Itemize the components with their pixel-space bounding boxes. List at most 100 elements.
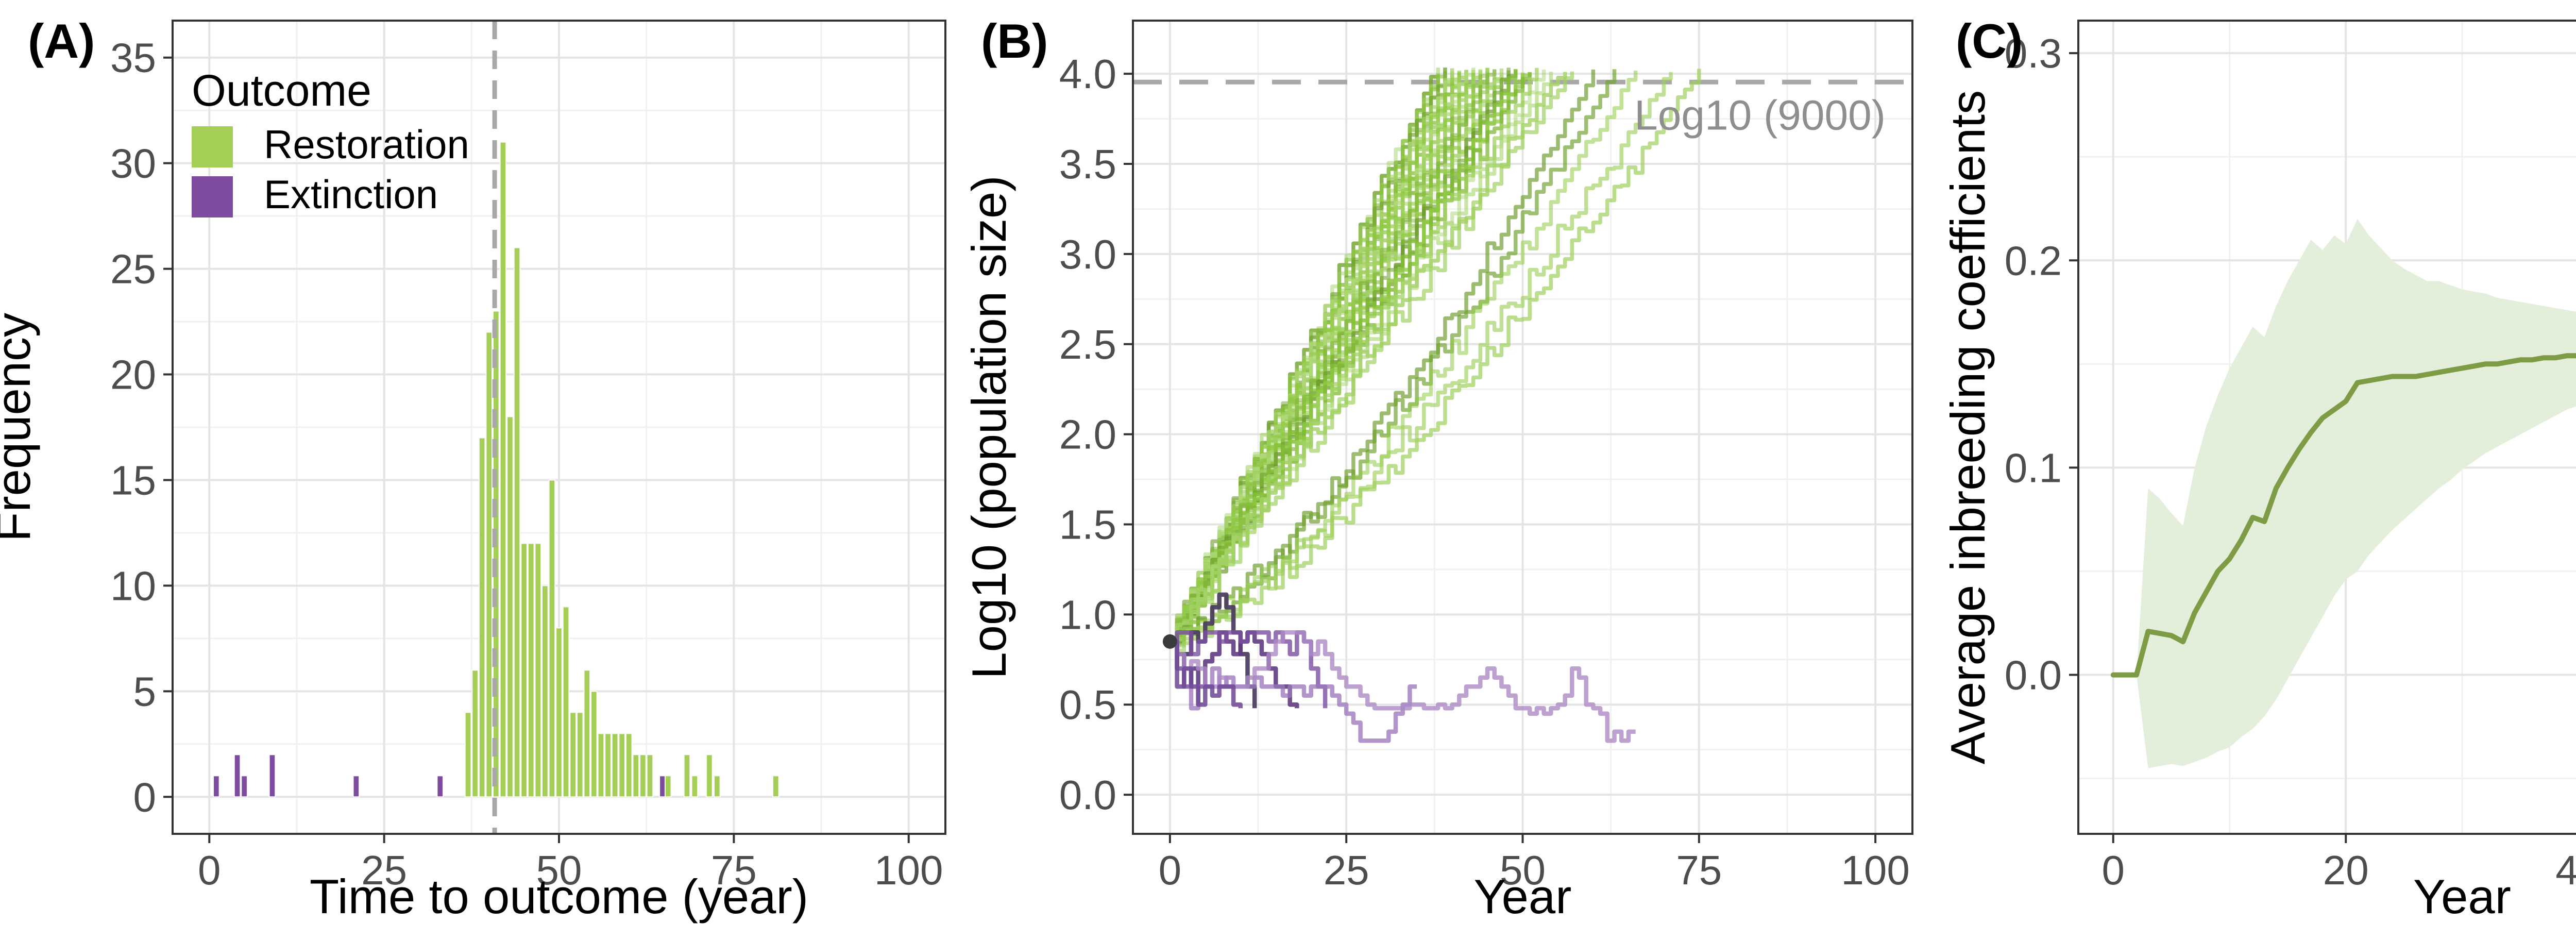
y-tick-label: 30 <box>110 141 156 187</box>
legend-swatch-restoration <box>192 126 233 167</box>
extinction-trajectory <box>1170 639 1243 709</box>
extinction-bar <box>268 754 276 798</box>
extinction-bar <box>352 775 360 798</box>
mean-inbreeding-line <box>2110 353 2576 678</box>
panel-border <box>2077 20 2576 835</box>
y-tick-label: 20 <box>110 352 156 398</box>
restoration-bar <box>597 733 605 798</box>
restoration-bar <box>706 754 713 798</box>
restoration-bar <box>576 712 584 798</box>
restoration-bar <box>691 775 699 798</box>
restoration-bar <box>569 712 577 798</box>
restoration-bar <box>683 754 691 798</box>
restoration-trajectory <box>1170 71 1574 644</box>
y-tick-label: 1.0 <box>1059 592 1116 637</box>
restoration-bar <box>562 606 570 798</box>
legend-swatch-extinction <box>192 176 233 217</box>
y-tick-label: 5 <box>133 668 157 714</box>
threshold-annotation: Log10 (9000) <box>1634 92 1886 139</box>
extinction-bar <box>233 754 241 798</box>
y-tick-label: 15 <box>110 457 156 503</box>
x-axis-title: Year <box>2413 869 2511 924</box>
restoration-bar <box>478 437 486 798</box>
trajectory-group <box>1170 68 1701 743</box>
restoration-bar <box>604 733 612 798</box>
restoration-bar <box>555 627 563 798</box>
x-axis-title: Time to outcome (year) <box>310 869 808 924</box>
start-point-dot <box>1162 634 1177 649</box>
restoration-bar <box>583 669 591 798</box>
x-tick-label: 0 <box>1159 847 1182 893</box>
restoration-bar <box>646 754 654 798</box>
restoration-bar <box>513 247 521 798</box>
restoration-bar <box>471 669 479 798</box>
extinction-bar <box>436 775 444 798</box>
x-tick-label: 20 <box>2323 847 2369 893</box>
y-tick-label: 0.3 <box>2005 30 2062 76</box>
panel-a-chart: 0 25 50 75 100 0 5 10 15 20 25 30 35 Time to outcome … <box>0 14 946 924</box>
panel-a-histogram: 0 25 50 75 100 0 5 10 15 20 25 30 35 Time to outcome … <box>0 0 958 940</box>
restoration-bar <box>611 733 619 798</box>
y-tick-label: 1.5 <box>1059 502 1116 548</box>
legend-label-extinction: Extinction <box>264 172 438 217</box>
restoration-bar <box>618 733 625 798</box>
panel-letter: (A) <box>28 14 95 68</box>
legend-label-restoration: Restoration <box>264 122 469 167</box>
restoration-bar <box>520 543 528 798</box>
panel-letter: (B) <box>981 14 1048 68</box>
y-tick-label: 25 <box>110 246 156 292</box>
x-tick-label: 25 <box>1324 847 1369 893</box>
restoration-bar <box>541 585 549 798</box>
y-tick-label: 3.0 <box>1059 231 1116 277</box>
restoration-bar <box>527 543 535 798</box>
x-tick-label: 100 <box>874 847 943 893</box>
y-tick-label: 35 <box>110 35 156 81</box>
restoration-bar <box>590 691 598 798</box>
y-tick-label: 10 <box>110 563 156 609</box>
restoration-bar <box>534 543 542 798</box>
extinction-trajectory <box>1170 630 1636 743</box>
x-tick-label: 50 <box>536 847 582 893</box>
restoration-bar <box>632 754 640 798</box>
y-axis-title: Log10 (population size) <box>962 175 1016 679</box>
restoration-bar <box>625 733 633 798</box>
restoration-bar <box>499 141 507 798</box>
y-tick-label: 0.0 <box>2005 652 2062 698</box>
y-tick-label: 0 <box>133 774 157 820</box>
restoration-bar <box>506 416 514 798</box>
restoration-bar <box>493 310 500 798</box>
x-tick-label: 75 <box>711 847 757 893</box>
y-tick-label: 0.2 <box>2005 238 2062 283</box>
panel-b-chart: Log10 (9000) 0 25 50 75 100 0.0 0.5 1.0 1.5 2.0 2.5… <box>962 14 1913 924</box>
x-tick-label: 40 <box>2555 847 2576 893</box>
x-tick-label: 25 <box>361 847 407 893</box>
y-tick-label: 2.5 <box>1059 322 1116 367</box>
y-axis-title: Average inbreeding coefficients <box>1941 90 1995 764</box>
restoration-trajectory <box>1170 69 1701 648</box>
y-tick-label: 0.1 <box>2005 445 2062 491</box>
confidence-ribbon <box>2136 219 2576 768</box>
restoration-bar <box>548 479 556 798</box>
x-tick-label: 0 <box>2102 847 2124 893</box>
y-tick-label: 0.5 <box>1059 682 1116 728</box>
restoration-bar <box>772 775 779 798</box>
extinction-bar <box>241 775 248 798</box>
x-tick-label: 75 <box>1676 847 1722 893</box>
legend-title: Outcome <box>192 66 371 115</box>
x-tick-label: 0 <box>198 847 221 893</box>
x-tick-label: 50 <box>1500 847 1546 893</box>
y-axis-title: Frequency <box>0 313 40 542</box>
x-tick-label: 100 <box>1841 847 1909 893</box>
restoration-bar <box>714 775 721 798</box>
restoration-bar <box>664 775 672 798</box>
extinction-bar <box>213 775 220 798</box>
y-tick-label: 3.5 <box>1059 141 1116 187</box>
y-tick-label: 4.0 <box>1059 51 1116 97</box>
restoration-bar <box>464 712 472 798</box>
y-tick-label: 2.0 <box>1059 412 1116 458</box>
y-tick-label: 0.0 <box>1059 772 1116 818</box>
x-axis-title: Year <box>1474 869 1572 924</box>
